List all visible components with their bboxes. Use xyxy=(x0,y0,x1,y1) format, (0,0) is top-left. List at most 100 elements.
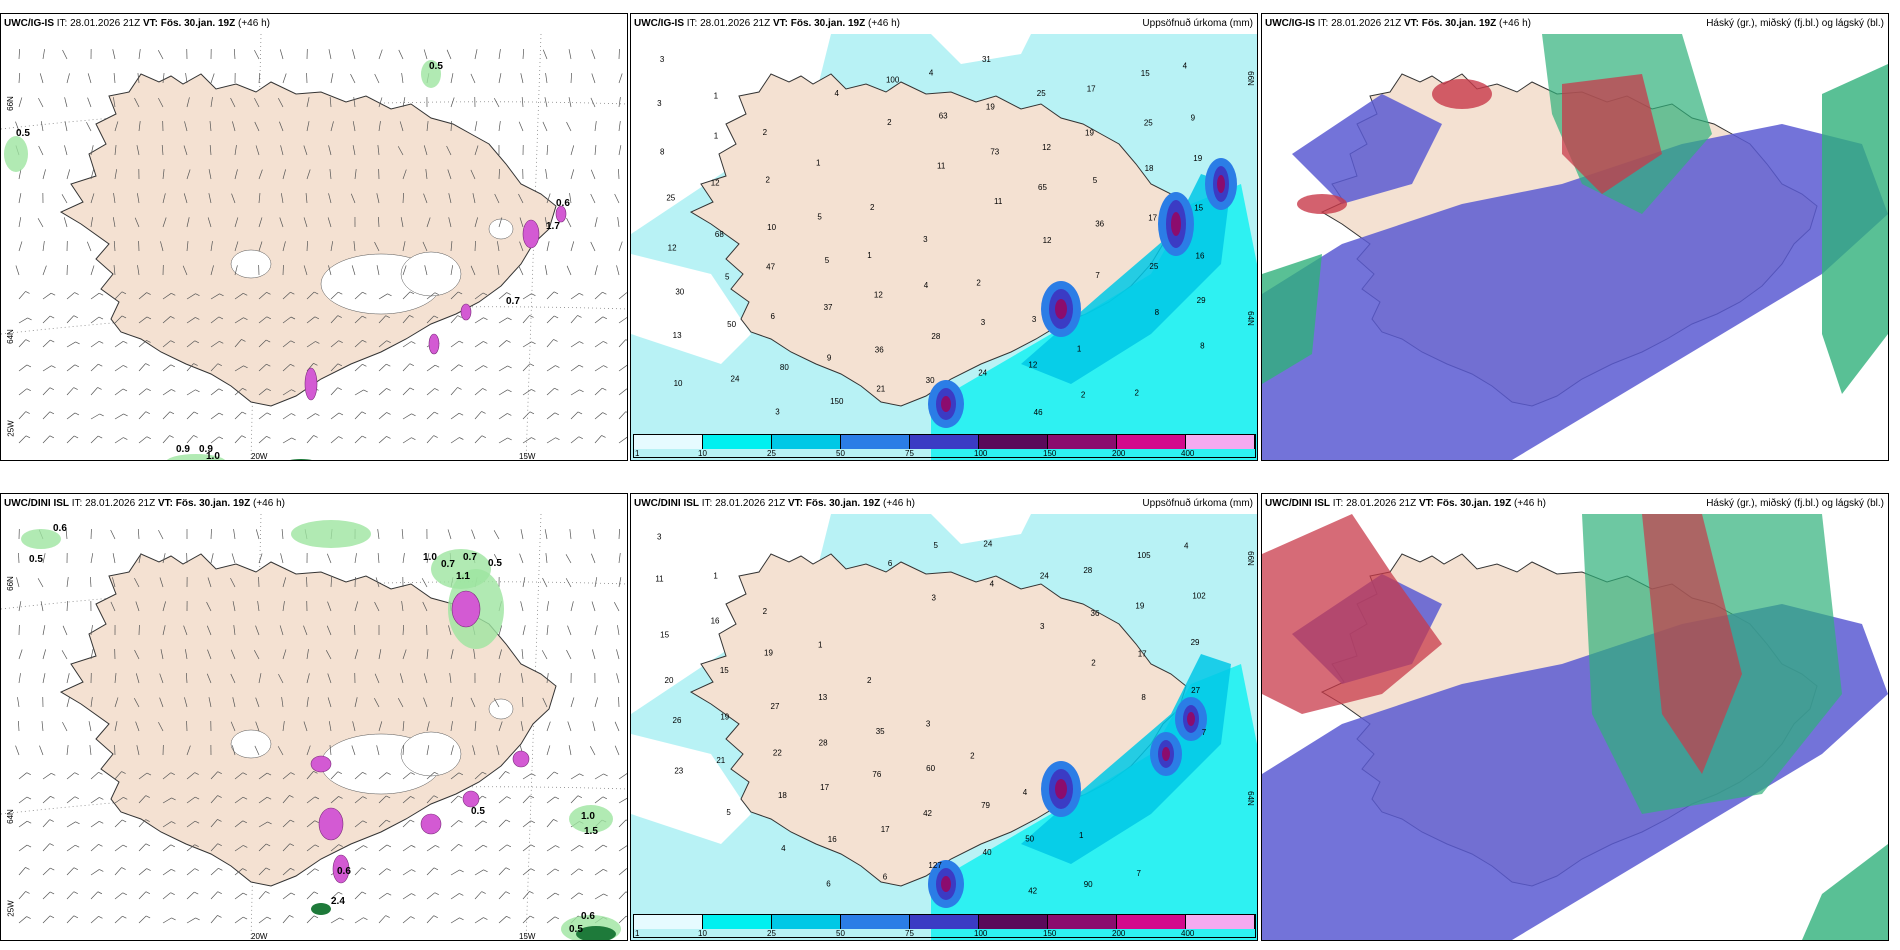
precip-value-label: 90 xyxy=(1084,880,1093,889)
precip-value-label: 5 xyxy=(817,212,822,221)
precip-value-label: 3 xyxy=(657,533,662,542)
precip-value-label: 127 xyxy=(928,861,942,870)
vt-label: VT: xyxy=(142,18,158,29)
wind-value-label: 1.0 xyxy=(581,811,595,822)
colorbar-tick-label: 1 xyxy=(635,449,640,458)
precip-value-label: 102 xyxy=(1192,592,1206,601)
panel-header: UWC/DINI ISL IT: 28.01.2026 21Z VT: Fös.… xyxy=(1,494,627,514)
colorbar-segment xyxy=(772,435,841,449)
precip-value-label: 80 xyxy=(780,363,789,372)
precip-value-label: 6 xyxy=(826,879,831,888)
wind-value-label: 1.0 xyxy=(423,552,437,563)
cloud-map xyxy=(1262,514,1888,940)
colorbar-tick-label: 10 xyxy=(698,449,707,458)
precip-value-label: 105 xyxy=(1137,551,1151,560)
precip-value-label: 16 xyxy=(828,835,837,844)
precip-value-label: 100 xyxy=(886,75,900,84)
it-value: 28.01.2026 21Z xyxy=(700,18,771,29)
panel-header: UWC/IG-IS IT: 28.01.2026 21Z VT: Fös. 30… xyxy=(1262,14,1888,34)
precip-value-label: 19 xyxy=(1135,601,1144,610)
precip-value-label: 11 xyxy=(937,161,946,170)
latitude-label: 66N xyxy=(1245,551,1255,566)
latitude-label: 25W xyxy=(6,420,16,437)
colorbar-segment xyxy=(703,915,772,929)
wind-value-label: 0.5 xyxy=(16,128,30,139)
colorbar-segment xyxy=(1186,435,1255,449)
it-value: 28.01.2026 21Z xyxy=(70,18,141,29)
precip-value-label: 46 xyxy=(1034,408,1043,417)
colorbar-tick-label: 50 xyxy=(836,449,845,458)
precip-value-label: 36 xyxy=(875,346,884,355)
precip-value-label: 2 xyxy=(976,278,981,287)
it-label: IT: xyxy=(1332,498,1344,509)
colorbar-segment xyxy=(841,915,910,929)
precip-value-label: 73 xyxy=(990,147,999,156)
wind-value-label: 0.5 xyxy=(429,61,443,72)
colorbar-tick-label: 100 xyxy=(974,449,988,458)
colorbar-tick-label: 400 xyxy=(1181,929,1195,938)
precip-value-label: 11 xyxy=(655,574,664,583)
it-value: 28.01.2026 21Z xyxy=(715,498,786,509)
precip-value-label: 12 xyxy=(668,243,677,252)
precip-value-label: 150 xyxy=(830,397,844,406)
colorbar-tick-label: 100 xyxy=(974,929,988,938)
precip-value-label: 1 xyxy=(818,640,823,649)
latitude-label: 66N xyxy=(5,576,15,591)
colorbar-tick-label: 10 xyxy=(698,929,707,938)
precip-value-label: 25 xyxy=(1144,119,1153,128)
vt-label: VT: xyxy=(772,18,788,29)
longitude-label: 20W xyxy=(251,452,268,461)
wind-value-label: 0.5 xyxy=(29,554,43,565)
lead-time: (+46 h) xyxy=(253,498,285,509)
precip-value-label: 4 xyxy=(924,281,929,290)
precip-value-label: 19 xyxy=(720,713,729,722)
lead-time: (+46 h) xyxy=(1499,18,1531,29)
precip-value-label: 27 xyxy=(771,702,780,711)
precip-value-label: 15 xyxy=(1194,203,1203,212)
precip-value-label: 79 xyxy=(981,801,990,810)
longitude-label: 15W xyxy=(519,452,536,461)
precip-value-label: 3 xyxy=(926,720,931,729)
precip-colorbar: 1 10 25 50 75 100 150 200 400 xyxy=(633,914,1256,938)
precip-map: 3121232417411161913356079509010510215152… xyxy=(631,514,1257,940)
precip-value-label: 19 xyxy=(1085,129,1094,138)
precip-value-label: 1 xyxy=(816,159,821,168)
lead-time: (+46 h) xyxy=(238,18,270,29)
precip-value-label: 2 xyxy=(1091,658,1096,667)
precip-value-label: 2 xyxy=(887,118,892,127)
latitude-label: 64N xyxy=(1245,311,1255,326)
wind-value-label: 1.7 xyxy=(546,221,560,232)
precip-value-label: 5 xyxy=(726,808,731,817)
precip-value-label: 2 xyxy=(970,751,975,760)
wind-value-label: 1.5 xyxy=(584,826,598,837)
precip-value-label: 4 xyxy=(835,89,840,98)
precip-value-label: 21 xyxy=(716,756,725,765)
panel-field-title: Háský (gr.), miðský (fj.bl.) og lágský (… xyxy=(1706,498,1884,509)
lead-time: (+46 h) xyxy=(883,498,915,509)
wind-value-label: 0.9 xyxy=(199,444,213,455)
precip-value-label: 36 xyxy=(1091,609,1100,618)
precip-value-label: 17 xyxy=(881,825,890,834)
latitude-label: 64N xyxy=(1245,791,1255,806)
precip-value-label: 28 xyxy=(931,332,940,341)
precip-value-label: 5 xyxy=(725,273,730,282)
precip-value-label: 28 xyxy=(819,739,828,748)
latitude-label: 66N xyxy=(1245,71,1255,86)
precip-value-label: 50 xyxy=(727,320,736,329)
longitude-label: 20W xyxy=(251,932,268,941)
precip-value-label: 42 xyxy=(923,809,932,818)
precip-value-label: 13 xyxy=(818,693,827,702)
precip-value-label: 15 xyxy=(720,666,729,675)
precip-value-label: 42 xyxy=(1028,886,1037,895)
precip-value-label: 25 xyxy=(666,194,675,203)
it-label: IT: xyxy=(686,18,698,29)
precip-value-label: 3 xyxy=(660,55,665,64)
colorbar-tick-label: 400 xyxy=(1181,449,1195,458)
precip-value-label: 29 xyxy=(1197,296,1206,305)
precip-value-label: 3 xyxy=(1032,315,1037,324)
precip-value-label: 25 xyxy=(1149,262,1158,271)
wind-value-label: 0.7 xyxy=(441,559,455,570)
it-value: 28.01.2026 21Z xyxy=(1346,498,1417,509)
model-name: UWC/IG-IS xyxy=(1265,18,1315,29)
colorbar-tick-label: 1 xyxy=(635,929,640,938)
